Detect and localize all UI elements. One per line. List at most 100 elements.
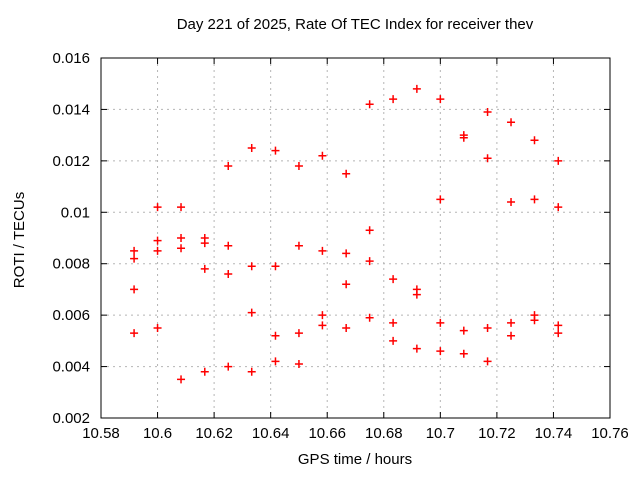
y-tick-label: 0.016 [52, 50, 90, 67]
data-point-marker [342, 249, 351, 258]
data-point-marker [389, 95, 398, 104]
data-point-marker [554, 203, 563, 212]
data-point-marker [130, 246, 139, 255]
data-point-marker [459, 133, 468, 142]
x-tick-label: 10.7 [426, 425, 455, 442]
data-point-marker [294, 360, 303, 368]
data-point-marker [436, 95, 445, 104]
data-point-marker [177, 203, 186, 212]
y-tick-label: 0.002 [52, 410, 90, 427]
x-tick-label: 10.68 [365, 425, 403, 442]
data-point-marker [153, 203, 162, 212]
x-tick-label: 10.64 [252, 425, 290, 442]
data-point-marker [412, 344, 421, 353]
data-point-marker [342, 169, 351, 178]
data-point-marker [318, 246, 327, 255]
data-point-marker [247, 262, 256, 271]
data-point-marker [177, 244, 186, 253]
data-point-marker [389, 318, 398, 327]
data-point-marker [247, 308, 256, 317]
data-point-marker [271, 331, 280, 340]
data-point-marker [271, 262, 280, 271]
data-point-marker [554, 329, 563, 338]
data-point-marker [483, 357, 492, 366]
data-point-marker [530, 136, 539, 145]
x-tick-label: 10.62 [195, 425, 233, 442]
data-point-marker [365, 313, 374, 322]
data-point-marker [177, 234, 186, 242]
x-tick-label: 10.66 [308, 425, 346, 442]
y-tick-label: 0.012 [52, 153, 90, 170]
data-point-marker [389, 275, 398, 284]
data-point-marker [365, 100, 374, 109]
data-point-marker [294, 329, 303, 338]
data-point-marker [294, 241, 303, 250]
y-axis-label: ROTI / TECUs [11, 192, 28, 288]
data-point-marker [130, 254, 139, 263]
data-point-layer [130, 84, 563, 384]
data-point-marker [247, 367, 256, 376]
data-point-marker [507, 318, 516, 327]
data-point-marker [459, 349, 468, 358]
data-point-marker [224, 241, 233, 250]
data-point-marker [365, 257, 374, 266]
data-point-marker [412, 84, 421, 93]
data-point-marker [200, 367, 209, 376]
data-point-marker [530, 195, 539, 204]
axis-layer [100, 57, 611, 419]
data-point-marker [224, 362, 233, 371]
data-point-marker [318, 321, 327, 330]
data-point-marker [436, 347, 445, 356]
data-point-marker [436, 318, 445, 327]
data-point-marker [483, 324, 492, 332]
chart-title: Day 221 of 2025, Rate Of TEC Index for r… [177, 16, 534, 33]
data-point-marker [200, 239, 209, 248]
data-point-marker [365, 226, 374, 235]
y-tick-label: 0.008 [52, 256, 90, 273]
data-point-marker [177, 375, 186, 384]
data-point-marker [342, 280, 351, 289]
data-point-marker [412, 290, 421, 299]
data-point-marker [224, 162, 233, 170]
x-tick-label: 10.58 [82, 425, 120, 442]
data-point-marker [200, 264, 209, 273]
data-point-marker [554, 321, 563, 330]
data-point-marker [436, 195, 445, 204]
tick-label-layer: 10.58 10.6 10.62 10.64 10.66 10.68 10.7 10.72 10… [52, 50, 628, 442]
data-point-marker [507, 198, 516, 206]
x-tick-label: 10.76 [591, 425, 629, 442]
data-point-marker [294, 162, 303, 170]
y-tick-label: 0.006 [52, 307, 90, 324]
data-point-marker [153, 246, 162, 255]
data-point-marker [153, 236, 162, 245]
x-tick-label: 10.74 [535, 425, 573, 442]
y-tick-label: 0.014 [52, 101, 90, 118]
data-point-marker [318, 151, 327, 160]
data-point-marker [153, 324, 162, 332]
data-point-marker [247, 144, 256, 152]
y-tick-label: 0.01 [61, 204, 90, 221]
data-point-marker [318, 311, 327, 320]
data-point-marker [554, 156, 563, 165]
x-tick-label: 10.72 [478, 425, 516, 442]
y-tick-label: 0.004 [52, 359, 90, 376]
x-axis-label: GPS time / hours [298, 451, 412, 468]
data-point-marker [459, 326, 468, 335]
data-point-marker [530, 316, 539, 325]
data-point-marker [483, 154, 492, 163]
data-point-marker [130, 329, 139, 338]
data-point-marker [342, 324, 351, 332]
grid-layer [101, 58, 610, 418]
data-point-marker [271, 357, 280, 366]
data-point-marker [483, 108, 492, 116]
data-point-marker [271, 146, 280, 155]
data-point-marker [224, 270, 233, 278]
data-point-marker [507, 331, 516, 340]
x-tick-label: 10.6 [143, 425, 172, 442]
data-point-marker [130, 285, 139, 294]
data-point-marker [507, 118, 516, 127]
plot-border [100, 57, 611, 419]
data-point-marker [389, 336, 398, 345]
